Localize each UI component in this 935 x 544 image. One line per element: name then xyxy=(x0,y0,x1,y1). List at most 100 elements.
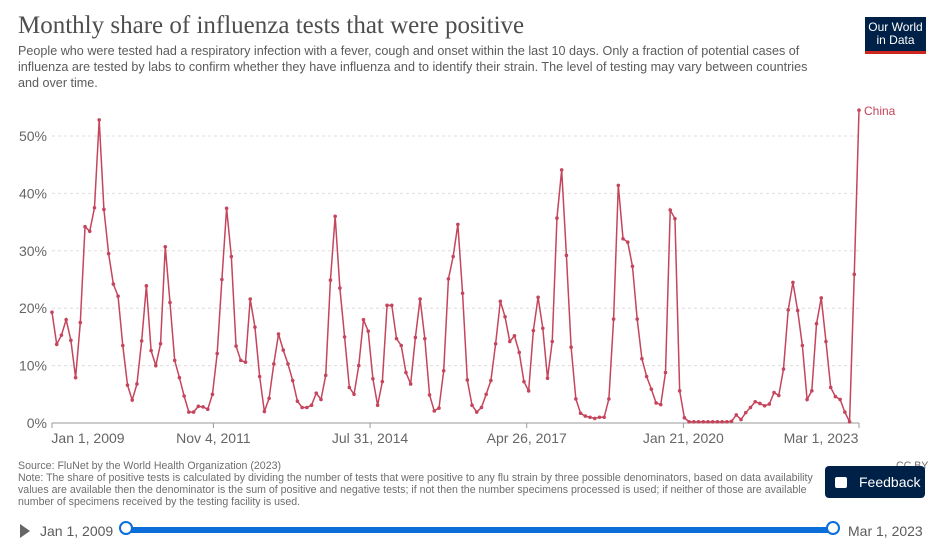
data-point xyxy=(243,360,248,364)
data-point xyxy=(602,415,606,420)
data-point xyxy=(673,216,677,221)
data-point xyxy=(649,387,654,391)
data-point xyxy=(64,317,68,322)
data-point xyxy=(262,409,267,414)
data-point xyxy=(130,398,135,402)
data-point xyxy=(238,358,243,363)
data-point xyxy=(564,253,569,258)
y-tick-label: 40% xyxy=(19,185,47,201)
y-tick-label: 20% xyxy=(19,300,47,316)
data-point xyxy=(92,205,97,210)
data-point xyxy=(696,420,701,424)
data-point xyxy=(725,420,729,424)
data-point xyxy=(776,393,781,398)
data-point xyxy=(342,335,347,339)
data-point xyxy=(366,329,370,333)
data-point xyxy=(611,317,616,321)
data-point xyxy=(408,382,413,386)
data-point xyxy=(191,410,196,414)
data-point xyxy=(418,297,422,301)
data-point xyxy=(139,339,144,343)
feedback-button[interactable]: Feedback xyxy=(825,466,925,498)
data-point xyxy=(172,358,177,363)
data-point xyxy=(710,420,715,424)
data-point xyxy=(257,374,262,379)
data-point xyxy=(441,368,446,373)
data-point xyxy=(168,300,172,305)
data-point xyxy=(116,294,120,298)
data-point xyxy=(73,375,78,380)
data-point xyxy=(668,208,673,212)
source-text[interactable]: Source: FluNet by the World Health Organ… xyxy=(18,460,282,472)
data-point xyxy=(474,410,479,414)
data-point xyxy=(644,374,649,379)
data-point xyxy=(427,393,432,397)
data-point xyxy=(309,403,314,408)
data-point xyxy=(786,308,791,312)
x-tick-label: Apr 26, 2017 xyxy=(487,430,567,446)
data-point xyxy=(389,303,394,308)
timeline-end-handle[interactable] xyxy=(826,521,840,535)
owid-logo[interactable]: Our World in Data xyxy=(865,17,926,54)
data-point xyxy=(59,333,64,337)
data-point xyxy=(465,378,470,382)
data-point xyxy=(437,406,441,410)
data-point xyxy=(300,405,304,410)
note-line-3: number of specimens received by the test… xyxy=(18,496,301,508)
data-point xyxy=(706,420,710,424)
data-point xyxy=(106,251,111,256)
timeline-start-label: Jan 1, 2009 xyxy=(40,523,114,539)
data-point xyxy=(574,397,578,401)
timeline-track[interactable] xyxy=(126,527,834,533)
data-point xyxy=(758,401,762,406)
data-point xyxy=(512,333,517,338)
data-point xyxy=(682,416,687,420)
data-point xyxy=(248,297,253,301)
data-point xyxy=(583,414,588,418)
data-point xyxy=(597,415,602,420)
data-point xyxy=(404,370,408,375)
data-point xyxy=(555,216,559,220)
data-point xyxy=(810,389,814,393)
data-point xyxy=(456,222,460,227)
play-icon[interactable] xyxy=(20,524,30,538)
data-point xyxy=(295,399,300,403)
data-point xyxy=(314,391,319,395)
data-point xyxy=(743,410,748,415)
feedback-label: Feedback xyxy=(859,474,921,490)
data-point xyxy=(356,363,361,368)
data-point xyxy=(210,392,215,397)
data-point xyxy=(83,224,87,229)
timeline-start-handle[interactable] xyxy=(119,521,133,535)
data-point xyxy=(163,244,168,249)
data-point xyxy=(347,385,352,390)
data-point xyxy=(319,397,323,402)
data-point xyxy=(220,277,224,282)
data-point xyxy=(380,379,385,384)
data-point xyxy=(692,420,696,424)
data-point xyxy=(97,118,101,122)
chart-footer: Source: FluNet by the World Health Organ… xyxy=(18,460,898,508)
data-point xyxy=(640,356,644,361)
data-point xyxy=(824,339,828,344)
data-point xyxy=(635,317,639,321)
data-point xyxy=(663,370,668,375)
line-chart: 0% 10% 20% 30% 40% 50% Jan 1, 2009 Nov 4, 2011 J… xyxy=(19,104,896,446)
data-point xyxy=(111,282,116,286)
data-point xyxy=(526,389,531,393)
data-point xyxy=(838,397,842,402)
data-point xyxy=(54,342,59,347)
data-point xyxy=(182,394,186,398)
data-point xyxy=(361,317,366,322)
data-point xyxy=(484,392,488,397)
data-point xyxy=(413,335,418,340)
series-label-china: China xyxy=(864,104,896,118)
data-point xyxy=(687,420,691,424)
data-point xyxy=(201,405,205,409)
data-point xyxy=(267,396,271,401)
data-point xyxy=(531,328,536,333)
data-point xyxy=(762,403,767,408)
data-point xyxy=(234,344,238,348)
data-point xyxy=(677,389,682,393)
data-point xyxy=(205,407,210,412)
